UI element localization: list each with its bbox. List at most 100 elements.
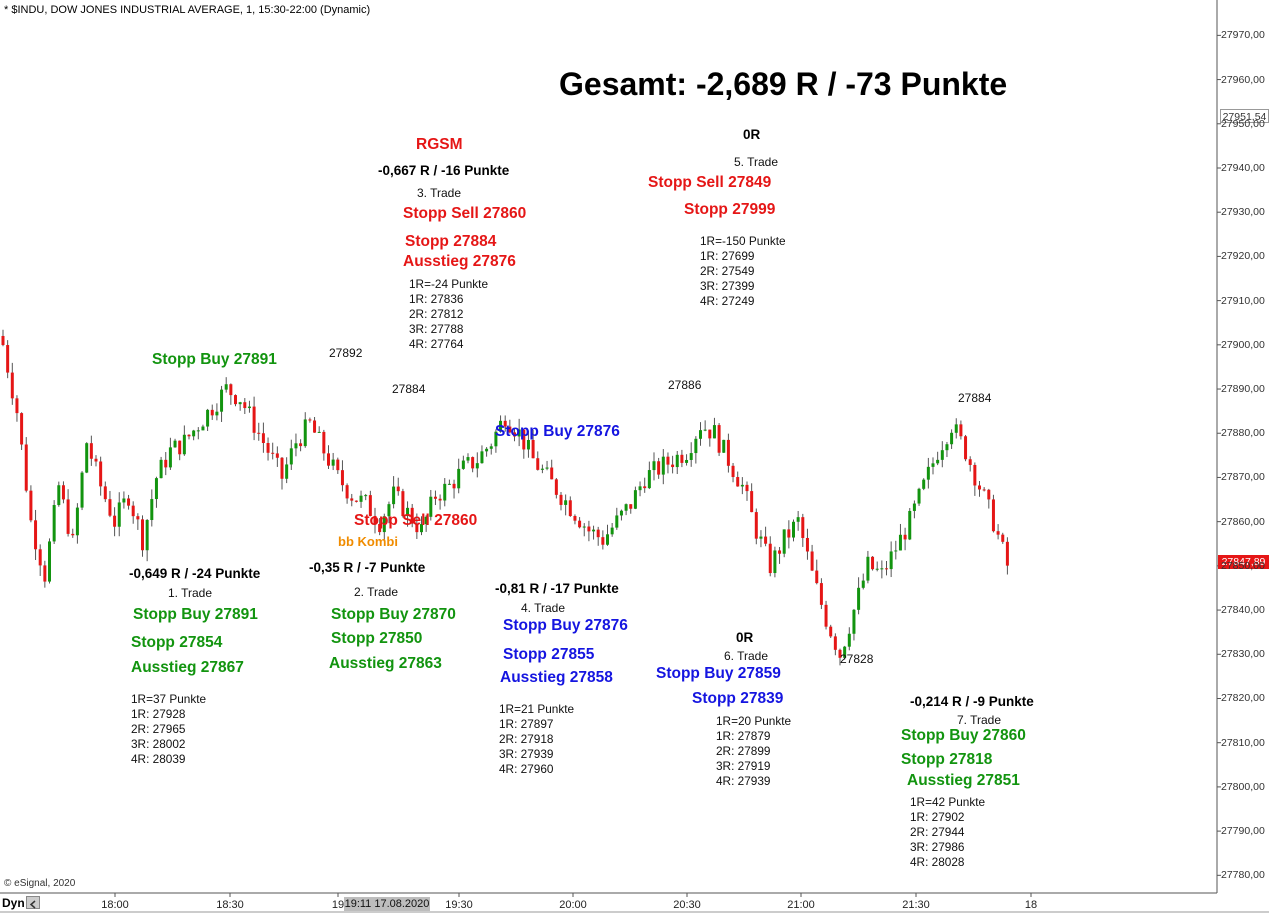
candle-body — [517, 429, 521, 437]
candle-body — [787, 529, 791, 538]
y-tick-label: 27940,00 — [1221, 161, 1265, 174]
candle-body — [824, 604, 828, 627]
candle-body — [643, 486, 647, 489]
candle-body — [410, 507, 414, 524]
candle-body — [945, 444, 949, 451]
candle-body — [145, 520, 149, 551]
candle-body — [717, 425, 721, 453]
candle-body — [987, 489, 991, 500]
peak-label: 27892 — [329, 346, 363, 360]
candle-body — [833, 636, 837, 650]
candle-body — [736, 477, 740, 487]
candle-body — [252, 406, 256, 433]
y-tick-label: 27960,00 — [1221, 73, 1265, 86]
candle-body — [796, 517, 800, 522]
candle-body — [280, 457, 284, 479]
candle-body — [712, 425, 716, 439]
y-tick-label: 27970,00 — [1221, 29, 1265, 42]
candle-body — [815, 570, 819, 584]
candle-body — [1001, 534, 1005, 542]
candle-body — [726, 439, 730, 466]
candle-body — [327, 453, 330, 466]
candle-body — [141, 519, 144, 551]
candle-body — [443, 483, 447, 501]
y-tick-label: 27910,00 — [1221, 294, 1265, 307]
candle-body — [257, 432, 261, 434]
dyn-label[interactable]: Dyn — [2, 896, 25, 910]
candle-body — [954, 424, 958, 433]
candle-body — [847, 633, 851, 647]
candle-body — [289, 448, 293, 465]
candle-body — [159, 459, 163, 479]
candle-body — [508, 426, 512, 433]
candle-body — [136, 516, 140, 520]
candle-body — [912, 503, 916, 511]
candle-body — [610, 527, 614, 535]
y-tick-label: 27850,00 — [1221, 559, 1265, 572]
candle-body — [550, 467, 554, 480]
candle-body — [475, 463, 479, 469]
y-tick-label: 27930,00 — [1221, 206, 1265, 219]
candle-body — [401, 491, 405, 517]
candle-body — [75, 507, 79, 536]
candle-body — [801, 517, 805, 538]
trade4-exit: Ausstieg 27858 — [500, 669, 613, 686]
r-level: 2R: 27944 — [910, 825, 965, 839]
candle-body — [457, 468, 461, 489]
candle-body — [805, 537, 809, 552]
candle-body — [238, 402, 242, 405]
x-tick-label: 18:30 — [216, 899, 244, 911]
candle-body — [331, 459, 335, 466]
y-tick-label: 27870,00 — [1221, 471, 1265, 484]
candle-body — [699, 430, 702, 439]
candle-body — [20, 413, 24, 445]
candle-body — [275, 453, 279, 458]
candle-body — [66, 499, 70, 534]
candle-body — [764, 536, 768, 544]
candle-body — [48, 541, 51, 582]
r-level: 1R=21 Punkte — [499, 702, 575, 716]
candle-body — [317, 431, 321, 433]
peak-label: 27886 — [668, 378, 702, 392]
candle-body — [564, 500, 568, 505]
x-tick-label: 18 — [1024, 899, 1038, 911]
candle-body — [582, 526, 586, 528]
candle-body — [350, 498, 354, 501]
candle-body — [885, 568, 888, 570]
candle-body — [880, 568, 884, 570]
bb-kombi-label: bb Kombi — [338, 534, 398, 549]
candle-body — [968, 459, 972, 465]
r-level: 4R: 27764 — [409, 337, 464, 351]
candle-body — [754, 512, 758, 539]
x-tick-label: 21:00 — [787, 899, 815, 911]
candle-body — [554, 479, 558, 495]
candle-body — [52, 505, 56, 542]
candle-body — [392, 486, 396, 505]
candle-body — [6, 345, 10, 373]
scroll-left-icon[interactable] — [26, 896, 40, 909]
total-result-title: Gesamt: -2,689 R / -73 Punkte — [559, 66, 1008, 102]
trade1-name: 1. Trade — [168, 586, 213, 600]
y-tick-label: 27820,00 — [1221, 692, 1265, 705]
candle-body — [782, 529, 786, 554]
candle-body — [1, 335, 5, 346]
y-tick-label: 27920,00 — [1221, 250, 1265, 263]
trade5-name: 5. Trade — [734, 155, 779, 169]
candle-body — [810, 551, 814, 571]
candle-body — [173, 440, 177, 448]
candle-body — [429, 496, 433, 517]
candle-body — [973, 464, 977, 486]
candle-body — [206, 409, 210, 427]
candle-body — [43, 565, 47, 582]
candle-body — [24, 444, 28, 491]
candle-body — [889, 551, 893, 570]
candle-body — [536, 458, 540, 470]
candle-body — [661, 456, 665, 475]
candle-body — [689, 453, 693, 460]
x-tick-label: 19 — [331, 899, 345, 911]
candle-body — [196, 430, 200, 432]
candle-body — [638, 486, 642, 491]
candle-body — [215, 411, 219, 416]
candle-body — [936, 459, 940, 464]
